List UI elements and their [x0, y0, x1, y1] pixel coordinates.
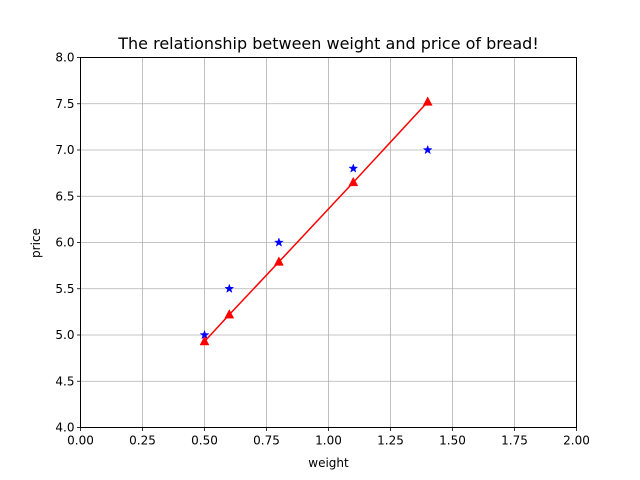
chart-title: The relationship between weight and pric…	[117, 34, 538, 53]
x-tick-label: 1.75	[501, 434, 528, 448]
series-layer	[199, 96, 433, 346]
series-0-point	[273, 237, 284, 247]
x-tick-label: 0.25	[129, 434, 156, 448]
series-1-line	[203, 101, 429, 342]
x-axis-label: weight	[308, 456, 349, 470]
x-tick-label: 0.75	[253, 434, 280, 448]
x-tick-label: 0.50	[191, 434, 218, 448]
series-1-point	[224, 309, 235, 319]
series-1-point	[348, 176, 359, 187]
series-0-point	[348, 163, 359, 173]
y-tick-label: 4.5	[55, 374, 74, 388]
y-tick-label: 8.0	[55, 51, 74, 65]
series-1-point	[273, 256, 284, 266]
x-tick-label: 0.00	[67, 434, 94, 448]
x-tick-label: 1.00	[315, 434, 342, 448]
y-tick-label: 5.5	[55, 282, 74, 296]
x-axis: 0.00 0.25 0.50 0.75 1.00 1.25 1.50 1.75 2.00	[67, 427, 590, 448]
grid	[80, 57, 577, 428]
series-1-point	[422, 96, 433, 106]
y-tick-label: 6.0	[55, 236, 74, 250]
x-tick-label: 1.25	[377, 434, 404, 448]
x-tick-label: 1.50	[439, 434, 466, 448]
y-tick-label: 4.0	[55, 421, 74, 435]
y-tick-label: 7.5	[55, 97, 74, 111]
y-tick-label: 6.5	[55, 189, 74, 203]
y-tick-label: 7.0	[55, 143, 74, 157]
series-0-point	[422, 144, 433, 155]
y-tick-label: 5.0	[55, 328, 74, 342]
y-axis-label: price	[29, 228, 43, 258]
y-axis: 4.0 4.5 5.0 5.5 6.0 6.5 7.0 7.5 8.0	[55, 51, 81, 435]
series-0-point	[224, 283, 235, 294]
x-tick-label: 2.00	[563, 434, 590, 448]
series-1-point	[199, 335, 210, 346]
